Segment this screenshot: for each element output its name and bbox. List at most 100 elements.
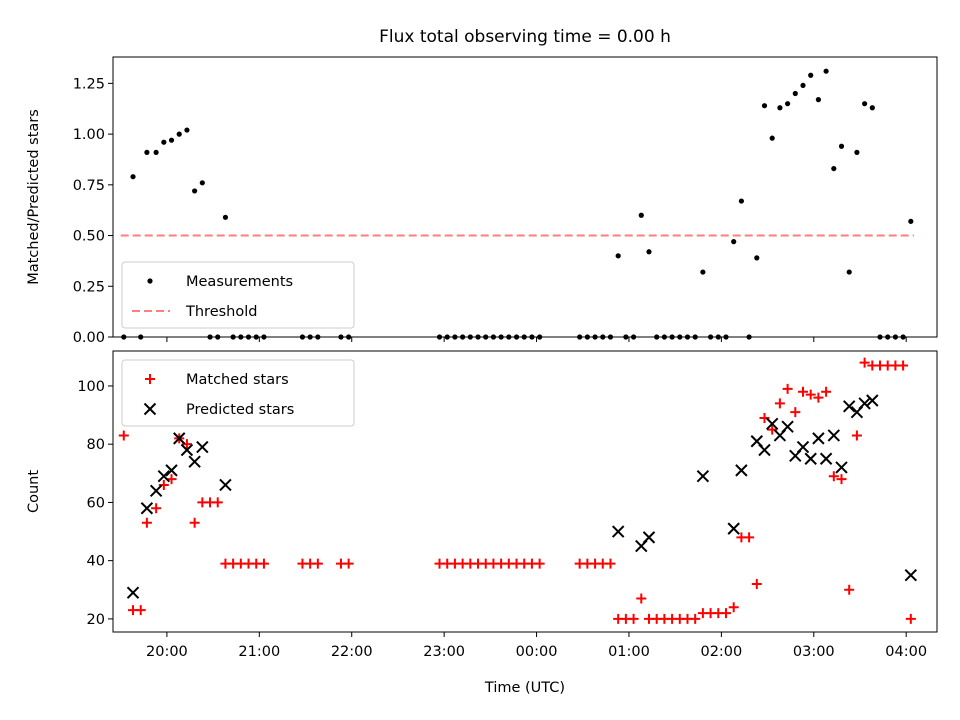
matched-star-point [744,532,755,543]
matched-star-point [135,605,146,616]
matched-star-point [859,357,870,368]
predicted-star-point [126,586,140,599]
x-tick-label: 02:00 [700,644,742,660]
measurement-point [521,334,527,340]
measurement-point [253,334,259,340]
measurement-point [815,97,822,103]
predicted-star-point [196,440,209,454]
measurement-point [207,334,213,340]
matched-star-point [844,584,855,595]
measurement-point [777,105,783,111]
measurement-point [513,334,520,340]
y-tick-label: 40 [87,554,105,570]
measurement-point [436,334,443,340]
measurement-point [600,334,606,340]
measurement-point [467,334,473,340]
predicted-star-point [796,440,810,454]
measurement-point [684,334,691,340]
predicted-star-point [173,432,186,445]
measurement-point [452,334,458,340]
measurement-point [615,253,621,259]
predicted-star-point [904,569,918,582]
measurement-point [654,334,660,340]
legend-box [121,359,355,427]
predicted-star-point [219,478,232,492]
matched-star-point [805,389,816,400]
measurement-point [800,82,806,89]
measurement-point [215,334,221,340]
measurement-point [299,334,306,340]
y-tick-label: 100 [77,379,105,395]
matched-star-point [189,517,200,528]
legend: Measurements Threshold [121,261,355,329]
measurement-point [144,149,150,155]
measurement-point [769,135,775,141]
predicted-star-point [835,461,848,474]
measurement-point [754,255,760,261]
legend-label: Measurements [186,274,293,290]
measurement-point [130,174,136,180]
predicted-star-point [157,470,171,483]
y-tick-label: 1.00 [73,127,105,143]
measurement-point [153,149,159,155]
measurement-point [738,198,744,204]
measurement-point [877,334,883,340]
measurement-point [862,101,868,107]
legend-matched-swatch [145,374,155,384]
matched-star-point [767,424,778,435]
measurement-point [808,72,814,78]
predicted-star-point [827,429,841,442]
y-tick-label: 60 [87,495,105,511]
predicted-star-point [843,400,856,413]
y-tick-label: 1.25 [73,76,105,92]
measurement-point [460,334,466,340]
predicted-star-point [735,464,748,477]
measurement-point [307,334,313,340]
matched-star-point [836,474,847,485]
matched-star-point [166,474,177,485]
predicted-star-point [765,417,779,431]
measurement-point [823,68,829,74]
predicted-star-point [858,397,871,410]
matched-star-point [534,558,545,569]
measurement-point [731,239,737,245]
matched-star-point [751,578,762,589]
measurement-point [483,334,489,340]
matched-star-point [828,471,839,482]
axes-frame [112,350,938,633]
predicted-star-point [149,484,163,497]
matched-star-point [774,398,785,409]
measurement-point [230,334,236,340]
matched-star-point [813,392,824,403]
x-tick-label: 03:00 [793,644,835,660]
measurement-point [607,334,614,340]
legend-box [121,261,355,329]
measurement-point [176,131,182,137]
top-panel: 0.00 0.25 0.50 0.75 1.00 1.25 Matched/Predicte… [26,56,938,346]
measurement-point [121,334,127,340]
matched-star-point [821,386,832,397]
y-tick-label: 0.50 [73,229,105,245]
y-tick-label: 0.25 [73,279,105,295]
matched-star-point [898,360,909,371]
measurement-point [908,218,914,224]
matched-star-point [628,613,639,624]
measurement-point [846,269,852,275]
x-tick-label: 21:00 [238,644,280,660]
measurement-point [261,334,267,340]
predicted-star-point [781,420,794,433]
matched-star-point [851,430,862,441]
predicted-star-point [758,443,771,457]
predicted-star-point [180,443,194,457]
measurement-point [537,334,543,340]
legend-predicted-swatch [143,402,157,416]
measurement-point [238,334,244,340]
measurement-point [854,149,860,155]
legend-label: Matched stars [186,372,289,388]
matched-star-point [258,558,269,569]
predicted-star-point [165,464,178,477]
predicted-star-point [642,531,656,544]
predicted-star-point [727,522,740,535]
measurement-point [338,334,344,340]
measurement-point [222,214,229,220]
